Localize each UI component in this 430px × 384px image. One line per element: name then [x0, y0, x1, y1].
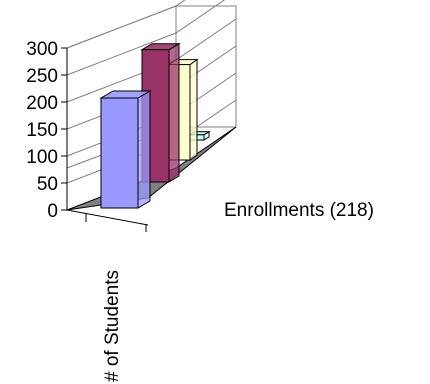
gridline	[66, 0, 226, 76]
y-tick-label: 0	[47, 201, 58, 222]
bar-front-face	[100, 97, 139, 209]
y-tick-label: 300	[26, 39, 58, 60]
legend-label: Enrollments (218)	[224, 200, 374, 221]
bar-side-face	[189, 58, 198, 161]
x-axis-line	[66, 209, 149, 226]
x-axis-title: # of Students	[102, 270, 123, 382]
y-tick-label: 100	[26, 147, 58, 168]
bar-1	[99, 90, 152, 209]
y-tick-label: 50	[37, 174, 58, 195]
bar-side-face	[168, 42, 180, 183]
y-tick-label: 250	[26, 66, 58, 87]
y-axis-ticks: 300 250 200 150 100 50 0	[26, 39, 67, 222]
bars	[99, 42, 211, 209]
bar-side-face	[137, 90, 151, 209]
gridline	[66, 0, 186, 49]
y-tick-label: 150	[26, 120, 58, 141]
y-tick-label: 200	[26, 93, 58, 114]
